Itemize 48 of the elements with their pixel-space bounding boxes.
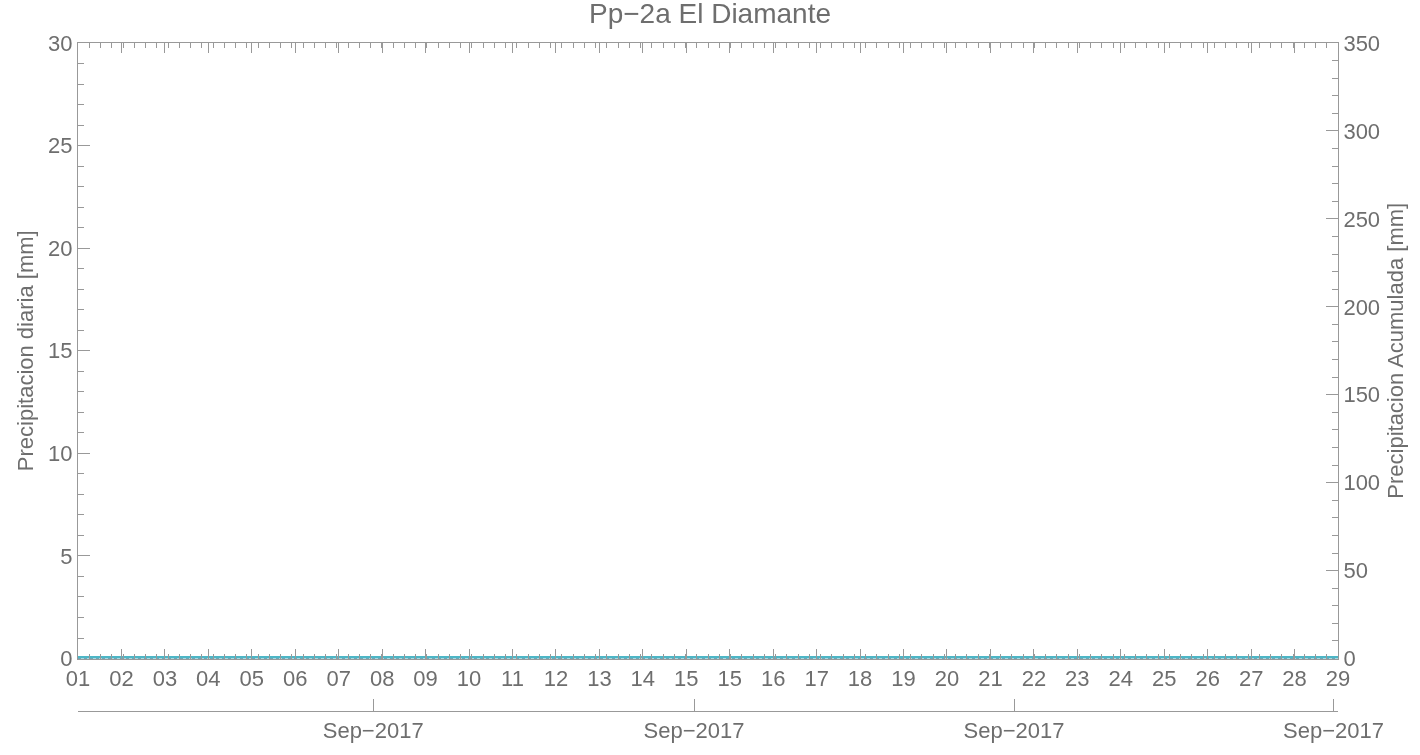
y2-tick-label: 300 bbox=[1343, 118, 1381, 144]
y-tick-label: 20 bbox=[48, 235, 73, 261]
x2-tick-label: Sep−2017 bbox=[643, 718, 745, 744]
x-tick-label: 22 bbox=[1021, 665, 1047, 691]
y2-tick-label: 250 bbox=[1343, 206, 1381, 232]
x-tick-label: 09 bbox=[413, 665, 438, 691]
y-tick-label: 10 bbox=[48, 441, 73, 467]
x-tick-label: 12 bbox=[543, 665, 569, 691]
x-tick-label: 13 bbox=[587, 665, 612, 691]
x-tick-label: 26 bbox=[1195, 665, 1220, 691]
y2-tick-label: 100 bbox=[1343, 470, 1381, 496]
y2-axis-title: Precipitacion Acumulada [mm] bbox=[1383, 202, 1409, 499]
x-tick-label: 27 bbox=[1238, 665, 1264, 691]
x2-tick-label: Sep−2017 bbox=[322, 718, 424, 744]
x-tick-label: 28 bbox=[1282, 665, 1307, 691]
chart-title: Pp−2a El Diamante bbox=[588, 0, 832, 30]
x-tick-label: 05 bbox=[239, 665, 265, 691]
x-tick-label: 06 bbox=[283, 665, 308, 691]
x-tick-label: 08 bbox=[369, 665, 395, 691]
y-tick-label: 25 bbox=[48, 133, 73, 159]
x-tick-label: 15 bbox=[717, 665, 742, 691]
x2-tick-label: Sep−2017 bbox=[1283, 718, 1384, 744]
x-tick-label: 07 bbox=[326, 665, 351, 691]
y-tick-label: 5 bbox=[60, 543, 73, 569]
y2-tick-label: 200 bbox=[1343, 294, 1381, 320]
x-tick-label: 10 bbox=[456, 665, 482, 691]
x-tick-label: 03 bbox=[152, 665, 178, 691]
x2-tick-label: Sep−2017 bbox=[963, 718, 1065, 744]
x-tick-label: 23 bbox=[1065, 665, 1090, 691]
x-tick-label: 18 bbox=[847, 665, 873, 691]
x-tick-label: 24 bbox=[1108, 665, 1133, 691]
y2-tick-label: 350 bbox=[1343, 30, 1381, 56]
y-tick-label: 15 bbox=[48, 338, 73, 364]
x-tick-label: 19 bbox=[891, 665, 916, 691]
x-tick-label: 25 bbox=[1151, 665, 1177, 691]
x-tick-label: 15 bbox=[674, 665, 699, 691]
x-tick-label: 11 bbox=[501, 665, 524, 691]
y-axis-title: Precipitacion diaria [mm] bbox=[12, 230, 38, 472]
y2-tick-label: 150 bbox=[1343, 382, 1381, 408]
y2-tick-label: 50 bbox=[1343, 558, 1368, 584]
x-tick-label: 20 bbox=[934, 665, 960, 691]
x-tick-label: 04 bbox=[196, 665, 221, 691]
x-tick-label: 02 bbox=[109, 665, 134, 691]
x-tick-label: 17 bbox=[804, 665, 829, 691]
x-tick-label: 16 bbox=[760, 665, 786, 691]
x-tick-label: 21 bbox=[978, 665, 1003, 691]
y-tick-label: 30 bbox=[48, 30, 73, 56]
x-tick-label: 14 bbox=[630, 665, 656, 691]
